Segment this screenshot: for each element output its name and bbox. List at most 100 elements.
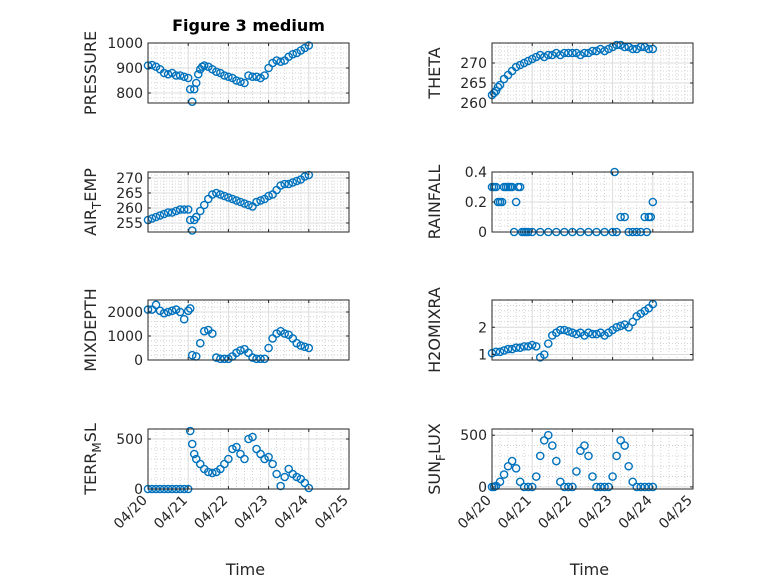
data-point [592,329,601,339]
data-point [568,328,577,338]
data-point [260,454,269,464]
y-tick-label: 0 [134,482,143,498]
data-point [183,73,193,83]
data-point [183,306,193,316]
data-point [499,470,509,479]
data-point [556,50,565,60]
data-point [539,52,549,62]
data-point [280,329,289,338]
data-point [256,196,265,205]
data-point [304,170,314,180]
data-point [616,436,625,445]
data-point [216,190,225,199]
data-point [304,41,314,50]
data-point [280,472,289,482]
subplot-theta: 260 265 270 THETA [425,40,694,112]
data-point [163,307,173,317]
subplot-pressure: 800 900 1000 PRESSURE Figure 3 medium [81,16,350,115]
y-tick-label: 260 [460,96,487,112]
y-axis-label: RAINFALL [425,165,444,240]
data-point [507,182,517,192]
data-point [179,72,189,82]
y-tick-label: 270 [460,56,487,72]
data-point [515,60,525,70]
data-point [576,446,585,456]
data-point [495,347,505,357]
data-point [175,205,185,214]
data-point [600,46,609,56]
data-point [624,322,633,332]
data-point [252,72,261,82]
data-point [560,482,569,492]
data-point [199,326,209,336]
y-tick-label: 0.2 [465,195,487,211]
y-axis-label: THETA [425,47,444,99]
data-point [584,48,593,58]
data-point [185,304,195,313]
data-point [240,78,249,88]
data-point [167,208,177,217]
data-point [248,72,257,82]
y-tick-label: 900 [116,61,143,77]
axes-frame [147,42,350,104]
data-point [185,84,195,94]
data-point [628,477,638,487]
data-point [511,343,521,353]
data-point [191,78,201,88]
data-point [608,472,617,481]
y-tick-label: 2 [478,320,487,336]
data-point [628,44,638,54]
x-tick-label: 04/24 [272,492,312,532]
data-point [208,329,217,338]
x-tick-label: 04/24 [616,492,656,532]
data-point [592,482,601,492]
y-axis-label: PRESSURE [81,31,100,115]
data-point [236,346,245,355]
data-point [224,454,233,464]
data-point [511,464,521,473]
y-tick-label: 0.4 [465,165,487,181]
data-point [296,341,306,350]
data-point [159,209,169,219]
y-tick-label: 260 [116,201,143,217]
data-point [276,481,285,491]
y-tick-label: 500 [116,432,143,448]
data-point [163,69,173,79]
data-point [592,46,601,56]
data-point [543,339,553,348]
subplot-sun-flux: 0 500 SUNFLUX 04/20 04/21 04/22 04/23 04/24 04/2… [425,423,696,579]
data-point [640,482,650,492]
data-point [276,57,285,67]
data-point [284,179,294,189]
data-point [292,472,302,482]
data-point [507,344,517,354]
data-point [272,469,281,479]
y-axis-label: MIXDEPTH [81,288,100,371]
axes-frame [491,299,694,361]
data-point [636,482,646,492]
data-point [199,200,209,210]
data-point [240,454,249,464]
axes-frame [491,42,694,104]
data-point [560,48,569,58]
data-point [193,69,203,79]
data-point [175,307,185,317]
data-point [240,199,249,208]
data-point [580,441,589,450]
data-point [568,482,577,492]
data-point [600,482,609,492]
data-point [584,328,593,338]
data-point [539,350,549,359]
data-point [288,178,298,187]
data-point [620,441,629,450]
data-point [548,441,557,450]
x-tick-label: 04/20 [111,493,151,533]
data-point [523,56,533,66]
y-tick-label: 1 [478,348,487,364]
y-tick-label: 1000 [107,36,143,52]
data-point [212,67,221,77]
data-point [272,56,281,65]
data-point [620,212,629,222]
data-point [539,436,549,445]
subplot-mixdepth: 0 1000 2000 MIXDEPTH [81,288,350,372]
